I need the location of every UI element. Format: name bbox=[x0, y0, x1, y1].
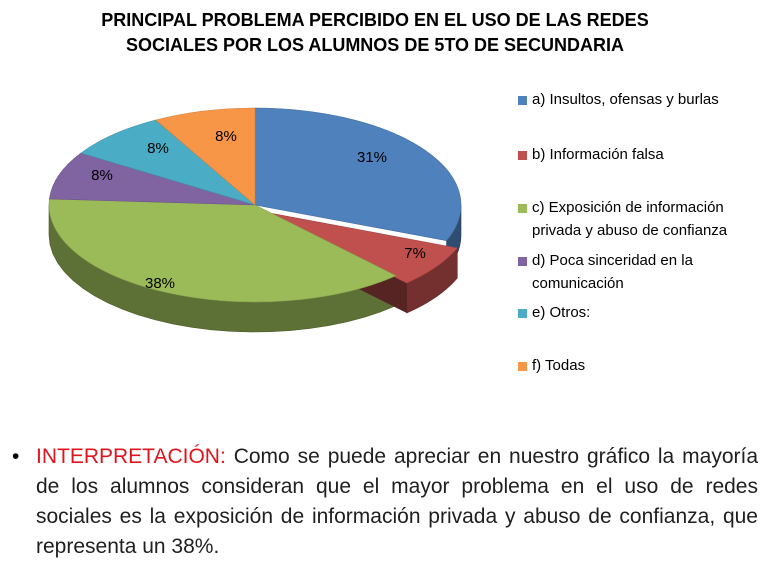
legend-item-c: c) Exposición de información privada y a… bbox=[518, 196, 762, 242]
chart-title-line-1: PRINCIPAL PROBLEMA PERCIBIDO EN EL USO D… bbox=[101, 10, 649, 30]
legend-item-b: b) Información falsa bbox=[518, 143, 762, 166]
chart-title: PRINCIPAL PROBLEMA PERCIBIDO EN EL USO D… bbox=[60, 8, 690, 58]
pie-slice-d bbox=[49, 152, 256, 206]
pie-data-label-d: 8% bbox=[91, 167, 113, 184]
bullet-marker: • bbox=[12, 445, 20, 468]
legend-label-e: e) Otros: bbox=[532, 304, 591, 321]
legend-swatch-b bbox=[518, 151, 527, 160]
legend-label-f: f) Todas bbox=[532, 357, 586, 374]
pie-slice-c bbox=[48, 198, 397, 303]
legend-swatch-c bbox=[518, 204, 527, 213]
pie-data-label-f: 8% bbox=[215, 128, 237, 145]
legend-item-f: f) Todas bbox=[518, 354, 762, 377]
legend-swatch-d bbox=[518, 257, 527, 266]
legend-swatch-a bbox=[518, 96, 527, 105]
pie-slice-a bbox=[254, 107, 462, 242]
legend-label-d: d) Poca sinceridad en la comunicación bbox=[532, 252, 693, 292]
pie-data-label-e: 8% bbox=[147, 140, 169, 157]
pie-slice-f bbox=[155, 107, 256, 206]
pie-data-label-a: 31% bbox=[357, 149, 387, 166]
legend-label-b: b) Información falsa bbox=[532, 146, 664, 163]
pie-slice-e bbox=[80, 119, 256, 206]
interpretation-text: Como se puede apreciar en nuestro gráfic… bbox=[36, 445, 758, 558]
legend-item-d: d) Poca sinceridad en la comunicación bbox=[518, 249, 762, 295]
pie-data-label-c: 38% bbox=[145, 275, 175, 292]
pie-slice-b bbox=[265, 212, 458, 284]
legend-item-a: a) Insultos, ofensas y burlas bbox=[518, 88, 762, 111]
legend-label-a: a) Insultos, ofensas y burlas bbox=[532, 91, 719, 108]
interpretation-label: INTERPRETACIÓN: bbox=[36, 445, 226, 468]
chart-title-line-2: SOCIALES POR LOS ALUMNOS DE 5TO DE SECUN… bbox=[125, 35, 625, 55]
interpretation-body: INTERPRETACIÓN: Como se puede apreciar e… bbox=[36, 442, 758, 562]
pie-data-label-b: 7% bbox=[404, 245, 426, 262]
pie-chart: 31% 7% 38% 8% 8% 8% bbox=[48, 107, 462, 333]
legend-label-c: c) Exposición de información privada y a… bbox=[532, 199, 728, 239]
legend-swatch-f bbox=[518, 362, 527, 371]
interpretation-paragraph: • INTERPRETACIÓN: Como se puede apreciar… bbox=[12, 442, 758, 562]
legend-item-e: e) Otros: bbox=[518, 301, 762, 324]
legend-swatch-e bbox=[518, 309, 527, 318]
